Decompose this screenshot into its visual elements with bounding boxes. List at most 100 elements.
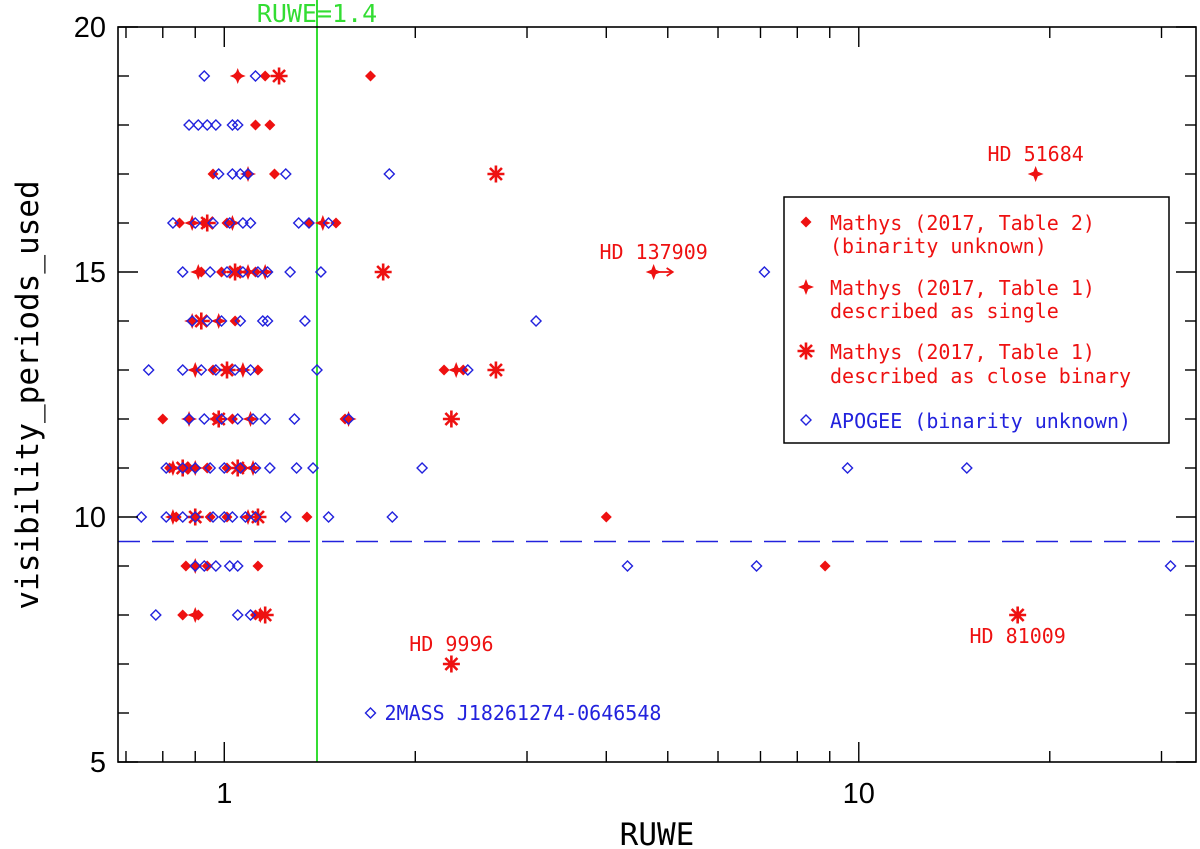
point-s0-3 bbox=[250, 119, 262, 131]
point-s3-30 bbox=[314, 266, 327, 278]
point-s3-8 bbox=[212, 168, 225, 180]
point-s2-7 bbox=[487, 361, 505, 379]
point-s1-13 bbox=[234, 362, 251, 378]
point-s0-33 bbox=[204, 511, 216, 523]
point-s2-3 bbox=[226, 263, 244, 281]
point-s3-87 bbox=[750, 560, 763, 572]
point-s3-91 bbox=[244, 609, 257, 621]
point-s3-14 bbox=[166, 217, 179, 229]
point-s0-40 bbox=[819, 560, 831, 572]
point-s3-31 bbox=[758, 266, 771, 278]
point-s0-12 bbox=[330, 217, 342, 229]
point-s1-19 bbox=[187, 460, 204, 476]
point-s1-3 bbox=[184, 215, 201, 231]
point-s3-45 bbox=[244, 364, 257, 376]
point-s3-35 bbox=[234, 315, 247, 327]
point-s3-37 bbox=[261, 315, 274, 327]
point-s3-90 bbox=[231, 609, 244, 621]
point-s1-21 bbox=[164, 509, 181, 525]
point-s1-10 bbox=[184, 313, 201, 329]
point-s3-0 bbox=[198, 70, 211, 82]
point-s2-4 bbox=[374, 263, 392, 281]
point-s3-29 bbox=[284, 266, 297, 278]
point-s0-4 bbox=[264, 119, 276, 131]
point-s3-86 bbox=[621, 560, 634, 572]
point-s3-54 bbox=[288, 413, 301, 425]
point-s3-63 bbox=[263, 462, 276, 474]
point-s3-36 bbox=[256, 315, 269, 327]
point-s0-39 bbox=[252, 560, 264, 572]
point-s3-17 bbox=[223, 217, 236, 229]
y-tick-label-15: 15 bbox=[74, 257, 106, 289]
point-s0-38 bbox=[201, 560, 213, 572]
point-s0-21 bbox=[438, 364, 450, 376]
legend-box bbox=[783, 196, 1170, 444]
point-s3-34 bbox=[215, 315, 228, 327]
point-s3-15 bbox=[189, 217, 202, 229]
y-tick-label-5: 5 bbox=[90, 747, 106, 779]
point-s3-82 bbox=[198, 560, 211, 572]
legend-label-0-1: (binarity unknown) bbox=[830, 234, 1047, 258]
point-s3-1 bbox=[249, 70, 262, 82]
point-s1-16 bbox=[242, 411, 259, 427]
point-s0-41 bbox=[177, 609, 189, 621]
point-s2-1 bbox=[487, 165, 505, 183]
point-s0-7 bbox=[269, 168, 281, 180]
point-s2-13 bbox=[249, 508, 267, 526]
point-s1-22 bbox=[240, 509, 257, 525]
point-s3-26 bbox=[236, 266, 249, 278]
point-s0-11 bbox=[303, 217, 315, 229]
point-s3-25 bbox=[221, 266, 234, 278]
point-s3-89 bbox=[149, 609, 162, 621]
point-s3-84 bbox=[223, 560, 236, 572]
point-s2-11 bbox=[229, 459, 247, 477]
point-s3-52 bbox=[247, 413, 260, 425]
point-s3-68 bbox=[960, 462, 973, 474]
point-s3-20 bbox=[292, 217, 305, 229]
legend-marker-0 bbox=[800, 216, 812, 228]
point-s3-13 bbox=[383, 168, 396, 180]
legend-label-1-0: Mathys (2017, Table 1) bbox=[830, 276, 1095, 300]
point-s0-18 bbox=[207, 364, 219, 376]
point-s3-53 bbox=[259, 413, 272, 425]
point-s3-32 bbox=[186, 315, 199, 327]
reference-lines-layer bbox=[118, 0, 1196, 762]
lower-limit-arrow-head bbox=[666, 267, 675, 277]
point-s3-80 bbox=[386, 511, 399, 523]
plot-frame bbox=[117, 26, 1197, 763]
point-s3-55 bbox=[342, 413, 355, 425]
annotation-hd-9996: HD 9996 bbox=[409, 632, 493, 656]
point-s3-64 bbox=[290, 462, 303, 474]
point-s3-44 bbox=[229, 364, 242, 376]
reference-line-label: RUWE=1.4 bbox=[257, 0, 377, 28]
data-points-layer bbox=[135, 67, 1177, 719]
point-s0-20 bbox=[252, 364, 264, 376]
point-s3-61 bbox=[234, 462, 247, 474]
point-s1-18 bbox=[164, 460, 181, 476]
point-s1-1 bbox=[240, 166, 257, 182]
point-s3-78 bbox=[279, 511, 292, 523]
legend-label-2-1: described as close binary bbox=[830, 364, 1131, 388]
point-s3-9 bbox=[226, 168, 239, 180]
legend-label-1-1: described as single bbox=[830, 299, 1059, 323]
point-s3-42 bbox=[195, 364, 208, 376]
point-s3-7 bbox=[231, 119, 244, 131]
annotation-2mass-j18261274-0646548: 2MASS J18261274-0646548 bbox=[384, 701, 661, 725]
point-s1-17 bbox=[340, 411, 357, 427]
point-s3-49 bbox=[198, 413, 211, 425]
point-s3-23 bbox=[176, 266, 189, 278]
legend: Mathys (2017, Table 2)(binarity unknown)… bbox=[783, 196, 1170, 444]
point-s0-23 bbox=[157, 413, 169, 425]
point-s1-4 bbox=[224, 215, 241, 231]
text-layer: RUWE=1.4 5 10 15 20 1 10 RUWE visibility_periods… bbox=[10, 0, 1084, 849]
legend-marker-1 bbox=[798, 279, 814, 295]
point-s3-67 bbox=[841, 462, 854, 474]
point-s3-65 bbox=[307, 462, 320, 474]
point-s3-19 bbox=[244, 217, 257, 229]
y-tick-label-10: 10 bbox=[74, 502, 106, 534]
point-s1-20 bbox=[245, 460, 262, 476]
legend-label-3-0: APOGEE (binarity unknown) bbox=[830, 409, 1131, 433]
point-s3-85 bbox=[231, 560, 244, 572]
point-s3-59 bbox=[204, 462, 217, 474]
legend-marker-2 bbox=[797, 342, 815, 360]
